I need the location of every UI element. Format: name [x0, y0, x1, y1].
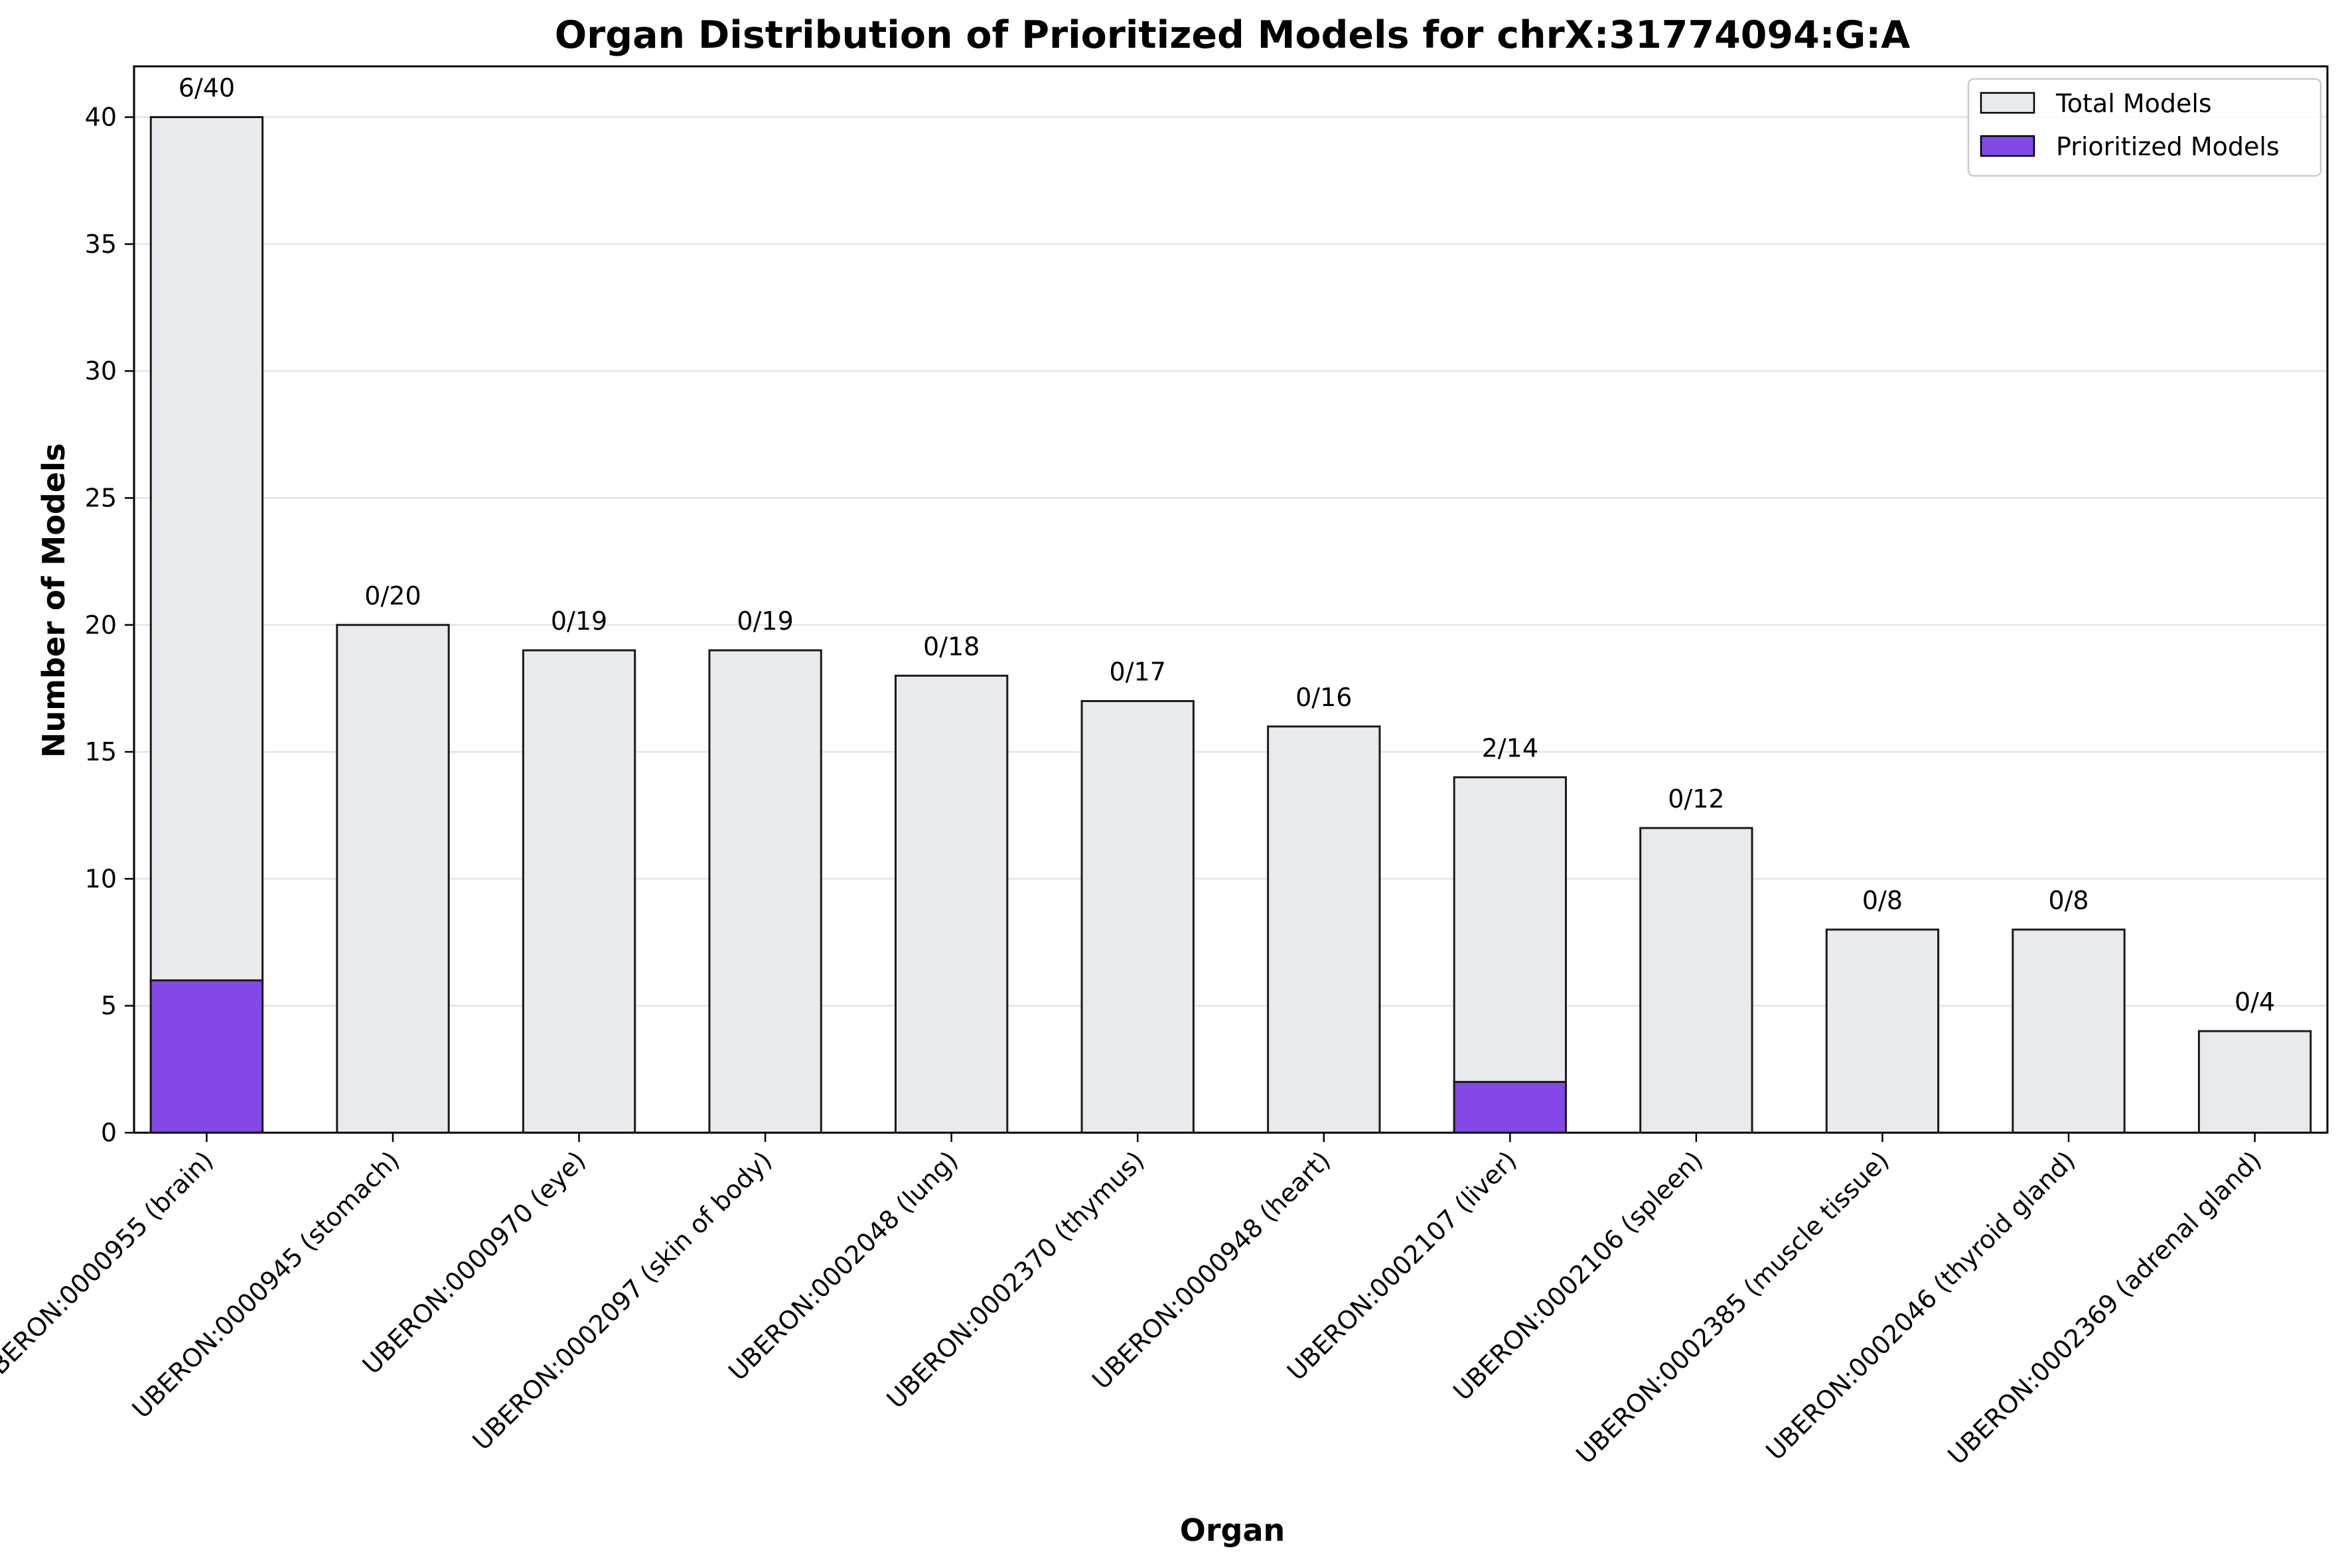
bar-value-labels: 6/40 0/20 0/19 0/19 0/18 0/17 0/16 2/14 0/12 0/8 0…: [179, 74, 2275, 1017]
y-tick-label: 10: [85, 864, 117, 893]
bar-prioritized-models: [149, 979, 264, 1134]
bar-total-models: [1639, 827, 1753, 1134]
bar-value-label: 0/18: [923, 632, 980, 661]
bar-total-models: [708, 649, 822, 1134]
y-tick-label: 0: [101, 1118, 117, 1147]
legend: Total Models Prioritized Models: [1967, 78, 2322, 177]
bar-value-label: 0/19: [551, 606, 607, 636]
bars: [149, 116, 2312, 1134]
legend-label-total-models: Total Models: [2055, 89, 2212, 118]
legend-swatch-prioritized-models: [1980, 135, 2035, 157]
y-axis: 0 5 10 15 20 25 30 35 40: [85, 103, 134, 1147]
plot-frame: [133, 65, 2329, 1134]
y-tick-label: 20: [85, 610, 117, 640]
bar-value-label: 0/8: [1862, 886, 1903, 915]
y-tick-label: 30: [85, 356, 117, 386]
legend-frame: [1967, 78, 2322, 177]
bar-value-label: 2/14: [1482, 733, 1538, 762]
bar-value-label: 0/19: [737, 606, 793, 636]
chart-title: Organ Distribution of Prioritized Models…: [555, 13, 1911, 57]
y-tick-label: 5: [101, 991, 117, 1021]
bar-value-label: 0/16: [1295, 683, 1352, 712]
bar-total-models: [1080, 700, 1195, 1134]
bar-total-models: [2197, 1030, 2312, 1134]
legend-swatch-total-models: [1980, 92, 2035, 114]
bar-value-label: 0/4: [2235, 987, 2275, 1017]
bar-prioritized-models: [1453, 1080, 1568, 1134]
bar-total-models: [1825, 928, 1940, 1134]
bar-total-models: [336, 624, 450, 1134]
y-tick-label: 40: [85, 103, 117, 132]
legend-label-prioritized-models: Prioritized Models: [2056, 132, 2280, 161]
x-axis-title: Organ: [1180, 1512, 1285, 1548]
bar-total-models: [149, 116, 264, 1134]
bar-total-models: [894, 674, 1009, 1134]
y-tick-label: 25: [85, 483, 117, 512]
bar-total-models: [1267, 725, 1381, 1134]
bar-value-label: 6/40: [179, 74, 235, 103]
bar-value-label: 0/17: [1110, 658, 1166, 687]
y-axis-title: Number of Models: [36, 443, 72, 758]
bar-value-label: 0/12: [1668, 784, 1724, 814]
bar-value-label: 0/20: [364, 581, 421, 610]
y-tick-label: 15: [85, 737, 117, 766]
bar-value-label: 0/8: [2048, 886, 2089, 915]
bar-total-models: [1453, 776, 1568, 1134]
bar-total-models: [2012, 928, 2126, 1134]
bar-total-models: [522, 649, 636, 1134]
y-tick-label: 35: [85, 230, 117, 259]
